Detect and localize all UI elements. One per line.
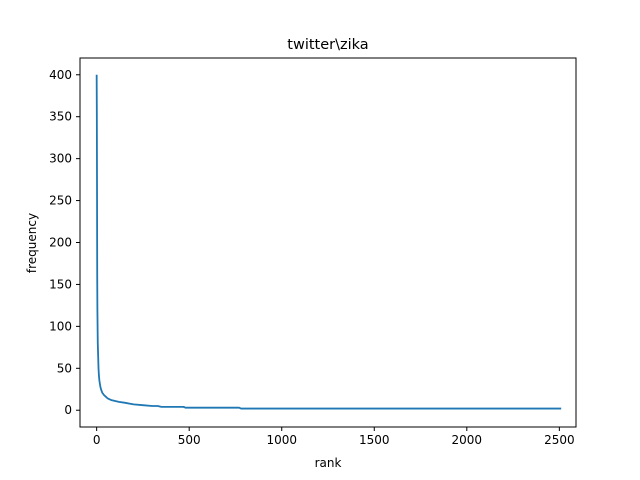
x-tick-label: 1500 (359, 433, 390, 447)
y-axis-label: frequency (25, 213, 39, 273)
x-tick-label: 2500 (544, 433, 575, 447)
y-tick-label: 350 (49, 110, 72, 124)
x-tick-label: 0 (93, 433, 101, 447)
series-line (95, 74, 562, 410)
series-layer (95, 74, 562, 410)
plot-frame (79, 57, 577, 428)
y-tick-label: 0 (64, 403, 72, 417)
x-tick-label: 500 (178, 433, 201, 447)
y-tick-label: 50 (57, 361, 72, 375)
y-tick-label: 100 (49, 319, 72, 333)
y-tick-label: 150 (49, 277, 72, 291)
x-tick-label: 2000 (452, 433, 483, 447)
y-tick-label: 200 (49, 236, 72, 250)
y-tick-label: 400 (49, 68, 72, 82)
y-tick-label: 250 (49, 194, 72, 208)
chart-title: twitter\zika (287, 37, 368, 53)
ticks-layer: 0 500 1000 1500 2000 2500 0 50 100 150 200 250 300 35… (49, 68, 575, 447)
x-axis-label: rank (315, 456, 342, 470)
y-tick-label: 300 (49, 152, 72, 166)
x-tick-label: 1000 (266, 433, 297, 447)
